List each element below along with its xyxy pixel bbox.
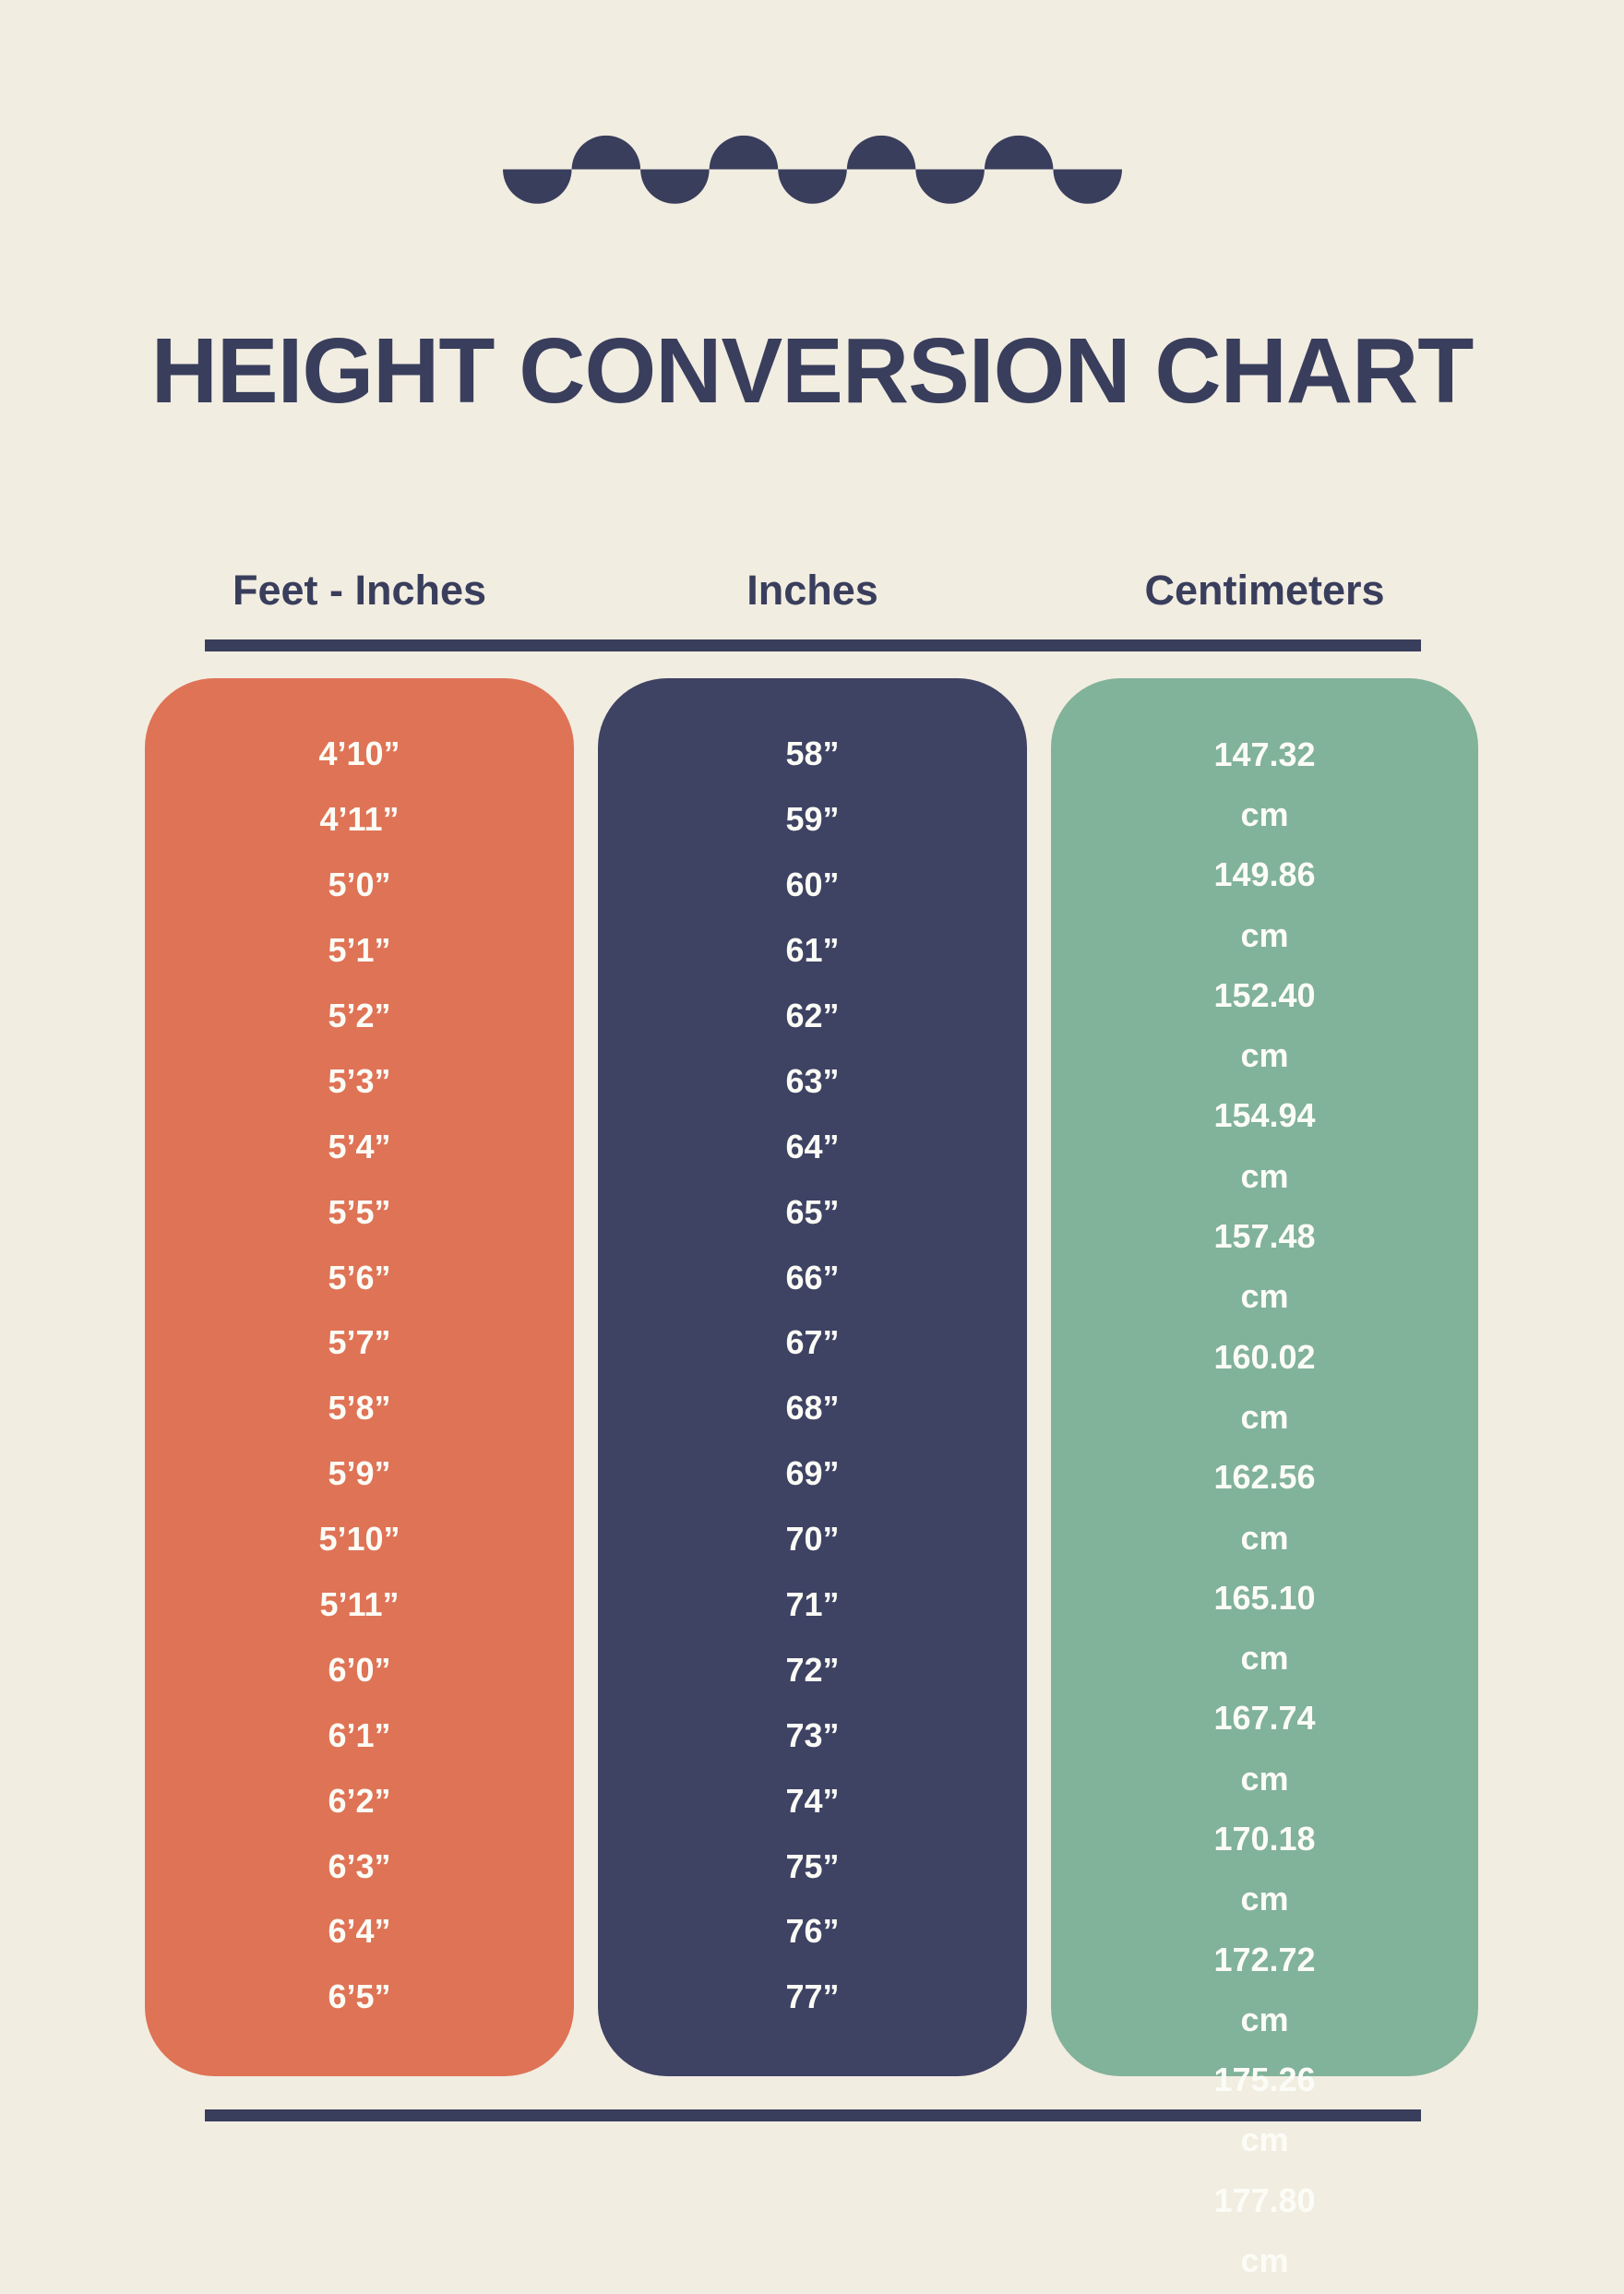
- inches-column: 58” 59” 60” 61” 62” 63” 64” 65” 66” 67” 68” 69” 70” 7…: [598, 678, 1027, 2076]
- feet-inches-cell: 5’7”: [328, 1323, 391, 1362]
- centimeters-cell: 172.72: [1213, 1940, 1316, 1978]
- inches-cell: 75”: [785, 1846, 840, 1885]
- feet-inches-cell: 6’3”: [328, 1846, 391, 1885]
- inches-cell: 65”: [785, 1192, 840, 1231]
- centimeters-cell: 147.32: [1213, 735, 1316, 773]
- centimeters-cell-unit: cm: [1240, 1639, 1289, 1678]
- centimeters-column: 147.32 cm 149.86 cm 152.40 cm 154.94 cm 157.48 cm…: [1051, 678, 1478, 2279]
- column-header-centimeters: Centimeters: [1144, 567, 1385, 614]
- header-row: Feet - Inches Inches Centimeters: [145, 569, 1479, 611]
- centimeters-cell-unit: cm: [1240, 1397, 1289, 1436]
- feet-inches-cell: 5’3”: [328, 1061, 391, 1100]
- centimeters-cell-unit: cm: [1240, 1036, 1289, 1075]
- feet-inches-cell: 6’5”: [328, 1977, 391, 2016]
- inches-cell: 73”: [785, 1715, 840, 1754]
- feet-inches-cell: 6’4”: [328, 1912, 391, 1951]
- feet-inches-cell: 5’1”: [328, 931, 391, 970]
- centimeters-cell-unit: cm: [1240, 1156, 1289, 1195]
- column-header-inches: Inches: [746, 567, 878, 614]
- inches-cell: 61”: [785, 931, 840, 970]
- centimeters-cell: 160.02: [1213, 1337, 1316, 1376]
- feet-inches-cell: 5’5”: [328, 1192, 391, 1231]
- inches-cell: 68”: [785, 1389, 840, 1428]
- centimeters-cell: 154.94: [1213, 1096, 1316, 1135]
- feet-inches-cell: 4’10”: [318, 735, 400, 773]
- inches-cell: 76”: [785, 1912, 840, 1951]
- feet-inches-cell: 6’1”: [328, 1715, 391, 1754]
- centimeters-cell: 170.18: [1213, 1819, 1316, 1858]
- inches-cell: 60”: [785, 866, 840, 904]
- centimeters-cell-unit: cm: [1240, 1277, 1289, 1316]
- inches-cell: 71”: [785, 1585, 840, 1624]
- feet-inches-cell: 5’11”: [319, 1585, 400, 1624]
- inches-cell: 67”: [785, 1323, 840, 1362]
- inches-cell: 59”: [785, 800, 840, 839]
- page-title: HEIGHT CONVERSION CHART: [150, 319, 1475, 423]
- feet-inches-cell: 4’11”: [319, 800, 400, 839]
- centimeters-cell: 177.80: [1213, 2180, 1316, 2219]
- centimeters-cell: 162.56: [1213, 1458, 1316, 1497]
- inches-cell: 64”: [785, 1127, 840, 1165]
- centimeters-cell-unit: cm: [1240, 1880, 1289, 1918]
- inches-cell: 62”: [785, 997, 840, 1034]
- inches-cell: 77”: [785, 1977, 840, 2016]
- centimeters-cell: 175.26: [1213, 2061, 1316, 2099]
- table-body: 4’10” 4’11” 5’0” 5’1” 5’2” 5’3” 5’4” 5’5” 5’6” 5’…: [145, 678, 1479, 2279]
- inches-cell: 66”: [785, 1258, 840, 1296]
- centimeters-cell-unit: cm: [1240, 2121, 1289, 2159]
- centimeters-cell: 152.40: [1213, 975, 1316, 1014]
- inches-cell: 63”: [785, 1061, 840, 1100]
- centimeters-cell-unit: cm: [1240, 915, 1289, 954]
- feet-inches-cell: 5’0”: [328, 866, 391, 904]
- feet-inches-cell: 6’0”: [328, 1650, 391, 1689]
- inches-cell: 58”: [785, 735, 840, 773]
- feet-inches-cell: 5’4”: [328, 1127, 391, 1165]
- wave-icon: [503, 135, 1122, 204]
- centimeters-cell: 165.10: [1213, 1578, 1316, 1617]
- feet-inches-cell: 5’10”: [318, 1520, 400, 1559]
- feet-inches-cell: 5’2”: [328, 997, 391, 1034]
- feet-inches-cell: 5’8”: [328, 1389, 391, 1428]
- centimeters-cell-unit: cm: [1240, 2000, 1289, 2038]
- centimeters-cell-unit: cm: [1240, 2241, 1289, 2280]
- centimeters-cell-unit: cm: [1240, 1759, 1289, 1798]
- feet-inches-cell: 5’6”: [328, 1258, 391, 1296]
- centimeters-cell-unit: cm: [1240, 795, 1289, 833]
- centimeters-cell-unit: cm: [1240, 1518, 1289, 1557]
- inches-cell: 74”: [785, 1781, 840, 1820]
- feet-inches-column: 4’10” 4’11” 5’0” 5’1” 5’2” 5’3” 5’4” 5’5” 5’6” 5’…: [145, 678, 574, 2076]
- inches-cell: 72”: [785, 1650, 840, 1689]
- bottom-rule: [205, 2109, 1421, 2121]
- inches-cell: 69”: [785, 1454, 840, 1493]
- header-divider-line: [205, 639, 1421, 651]
- feet-inches-cell: 5’9”: [328, 1454, 391, 1493]
- centimeters-cell: 167.74: [1213, 1699, 1316, 1738]
- feet-inches-cell: 6’2”: [328, 1781, 391, 1820]
- inches-cell: 70”: [785, 1520, 840, 1559]
- column-header-feet-inches: Feet - Inches: [232, 567, 487, 614]
- centimeters-cell: 157.48: [1213, 1217, 1316, 1256]
- centimeters-cell: 149.86: [1213, 855, 1316, 894]
